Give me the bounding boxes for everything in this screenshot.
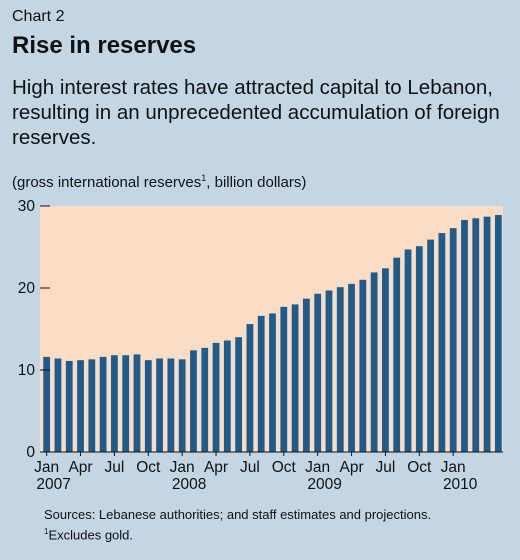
units-note-mark: 1 xyxy=(201,173,207,183)
units-suffix: , billion dollars) xyxy=(206,174,307,191)
footnote: 1Excludes gold. xyxy=(44,523,431,543)
bar xyxy=(302,298,310,452)
y-tick-label: 10 xyxy=(18,362,36,379)
bar xyxy=(325,290,333,452)
x-tick-label: Oct xyxy=(272,459,297,476)
chart-subtitle: High interest rates have attracted capit… xyxy=(12,76,500,149)
bar xyxy=(54,358,62,452)
chart-title: Rise in reserves xyxy=(12,32,197,59)
chart-sources: Sources: Lebanese authorities; and staff… xyxy=(44,506,431,543)
bar xyxy=(483,216,491,452)
bar xyxy=(167,358,175,452)
bar xyxy=(133,354,141,452)
footnote-mark: 1 xyxy=(44,527,49,536)
y-tick-label: 20 xyxy=(18,280,36,297)
bar xyxy=(190,350,197,452)
bar xyxy=(449,228,457,452)
sources-text: Sources: Lebanese authorities; and staff… xyxy=(44,507,432,522)
bar xyxy=(88,359,96,452)
bar xyxy=(382,268,389,452)
bar xyxy=(291,304,299,452)
x-year-label: 2010 xyxy=(443,476,478,493)
x-tick-label: Jul xyxy=(376,459,396,476)
bar xyxy=(223,340,231,452)
x-tick-label: Oct xyxy=(136,459,161,476)
bar xyxy=(393,257,401,452)
bar xyxy=(314,293,322,452)
bar xyxy=(370,272,378,452)
x-tick-label: Jul xyxy=(104,459,124,476)
bar xyxy=(65,360,73,452)
bar xyxy=(43,356,51,452)
x-tick-label: Jul xyxy=(240,459,260,476)
units-label: (gross international reserves1, billion … xyxy=(12,173,306,191)
bar xyxy=(280,306,288,452)
x-tick-label: Jan xyxy=(441,459,466,476)
x-tick-label: Apr xyxy=(68,459,92,476)
chart-number: Chart 2 xyxy=(12,8,65,25)
bar xyxy=(99,356,107,452)
bar xyxy=(178,359,186,452)
bar xyxy=(461,219,468,452)
x-tick-label: Jan xyxy=(170,459,195,476)
units-prefix: (gross international reserves xyxy=(12,174,202,191)
bar xyxy=(269,313,276,452)
x-tick-label: Apr xyxy=(204,459,228,476)
bar xyxy=(494,215,502,452)
bar xyxy=(122,355,130,452)
bar xyxy=(156,358,163,452)
bar xyxy=(427,239,434,452)
bar xyxy=(336,287,344,452)
y-tick-label: 0 xyxy=(26,444,35,461)
x-tick-label: Jan xyxy=(305,459,330,476)
footnote-text: Excludes gold. xyxy=(48,527,134,543)
x-year-label: 2009 xyxy=(307,476,341,493)
bar xyxy=(404,249,412,452)
bar xyxy=(235,337,243,452)
y-tick-label: 30 xyxy=(18,198,36,215)
bar xyxy=(201,347,209,452)
bar xyxy=(359,279,367,452)
bar xyxy=(438,233,446,452)
bar xyxy=(77,360,84,452)
bar xyxy=(415,246,423,452)
bar xyxy=(111,355,118,452)
bar xyxy=(212,342,220,452)
bar xyxy=(257,315,265,452)
bar xyxy=(348,283,355,452)
x-year-label: 2008 xyxy=(172,476,206,493)
x-tick-label: Oct xyxy=(407,459,432,476)
x-tick-label: Apr xyxy=(339,459,363,476)
bar xyxy=(472,218,480,452)
x-tick-label: Jan xyxy=(34,459,59,476)
x-year-label: 2007 xyxy=(36,476,70,493)
bar xyxy=(144,360,152,452)
bar xyxy=(246,324,254,452)
